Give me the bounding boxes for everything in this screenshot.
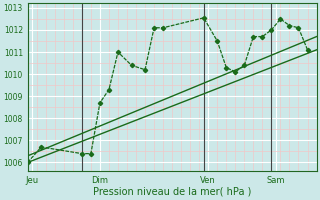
X-axis label: Pression niveau de la mer( hPa ): Pression niveau de la mer( hPa ) xyxy=(93,187,251,197)
